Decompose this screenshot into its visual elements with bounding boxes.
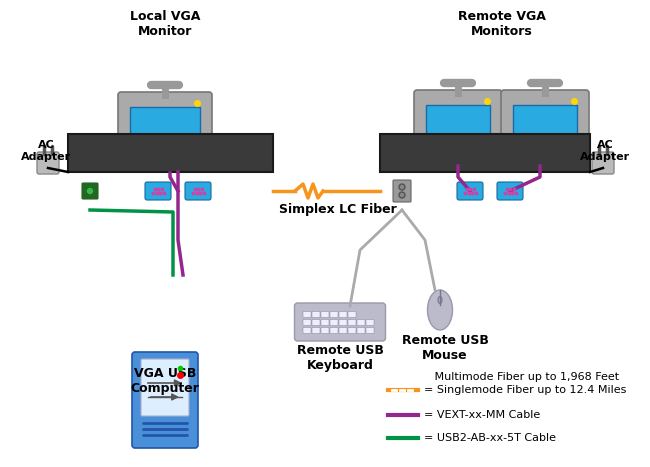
Text: Local VGA
Monitor: Local VGA Monitor <box>130 10 200 38</box>
Text: = Singlemode Fiber up to 12.4 Miles: = Singlemode Fiber up to 12.4 Miles <box>424 385 627 395</box>
FancyBboxPatch shape <box>339 319 347 325</box>
FancyBboxPatch shape <box>321 319 329 325</box>
Circle shape <box>399 184 405 190</box>
FancyBboxPatch shape <box>141 359 189 416</box>
FancyBboxPatch shape <box>145 182 171 200</box>
Ellipse shape <box>428 290 452 330</box>
FancyBboxPatch shape <box>501 90 589 159</box>
FancyBboxPatch shape <box>348 327 356 333</box>
FancyBboxPatch shape <box>294 303 385 341</box>
FancyBboxPatch shape <box>339 311 347 318</box>
FancyBboxPatch shape <box>303 327 311 333</box>
FancyBboxPatch shape <box>330 319 338 325</box>
FancyBboxPatch shape <box>457 182 483 200</box>
FancyBboxPatch shape <box>339 327 347 333</box>
Text: = USB2-AB-xx-5T Cable: = USB2-AB-xx-5T Cable <box>424 433 556 443</box>
FancyBboxPatch shape <box>330 327 338 333</box>
Text: VGA USB
Computer: VGA USB Computer <box>131 367 200 395</box>
Text: Remote USB
Keyboard: Remote USB Keyboard <box>296 344 384 372</box>
FancyBboxPatch shape <box>132 352 198 448</box>
FancyBboxPatch shape <box>348 311 356 318</box>
Text: Simplex LC Fiber: Simplex LC Fiber <box>279 203 396 216</box>
Ellipse shape <box>438 297 442 304</box>
FancyBboxPatch shape <box>82 183 98 199</box>
FancyBboxPatch shape <box>303 311 311 318</box>
FancyBboxPatch shape <box>366 319 374 325</box>
Circle shape <box>400 193 404 197</box>
Text: AC
Adapter: AC Adapter <box>580 140 630 162</box>
FancyBboxPatch shape <box>330 311 338 318</box>
FancyBboxPatch shape <box>380 134 590 172</box>
FancyBboxPatch shape <box>513 105 577 148</box>
Text: Remote VGA
Monitors: Remote VGA Monitors <box>458 10 546 38</box>
FancyBboxPatch shape <box>357 327 365 333</box>
Text: AC
Adapter: AC Adapter <box>21 140 71 162</box>
FancyBboxPatch shape <box>303 319 311 325</box>
Text: Remote USB
Mouse: Remote USB Mouse <box>402 334 488 362</box>
FancyBboxPatch shape <box>321 327 329 333</box>
FancyBboxPatch shape <box>68 134 273 172</box>
FancyBboxPatch shape <box>366 327 374 333</box>
Circle shape <box>400 185 404 189</box>
FancyBboxPatch shape <box>37 152 59 174</box>
FancyBboxPatch shape <box>321 311 329 318</box>
FancyBboxPatch shape <box>185 182 211 200</box>
Text: Multimode Fiber up to 1,968 Feet: Multimode Fiber up to 1,968 Feet <box>424 372 619 382</box>
FancyBboxPatch shape <box>592 152 614 174</box>
Circle shape <box>399 192 405 198</box>
FancyBboxPatch shape <box>312 311 320 318</box>
FancyBboxPatch shape <box>414 90 502 159</box>
FancyBboxPatch shape <box>312 319 320 325</box>
FancyBboxPatch shape <box>426 105 490 148</box>
FancyBboxPatch shape <box>497 182 523 200</box>
Circle shape <box>86 187 94 195</box>
Text: = VEXT-xx-MM Cable: = VEXT-xx-MM Cable <box>424 410 540 420</box>
FancyBboxPatch shape <box>312 327 320 333</box>
FancyBboxPatch shape <box>130 107 200 155</box>
FancyBboxPatch shape <box>357 319 365 325</box>
FancyBboxPatch shape <box>393 180 411 202</box>
FancyBboxPatch shape <box>348 319 356 325</box>
FancyBboxPatch shape <box>118 92 212 166</box>
